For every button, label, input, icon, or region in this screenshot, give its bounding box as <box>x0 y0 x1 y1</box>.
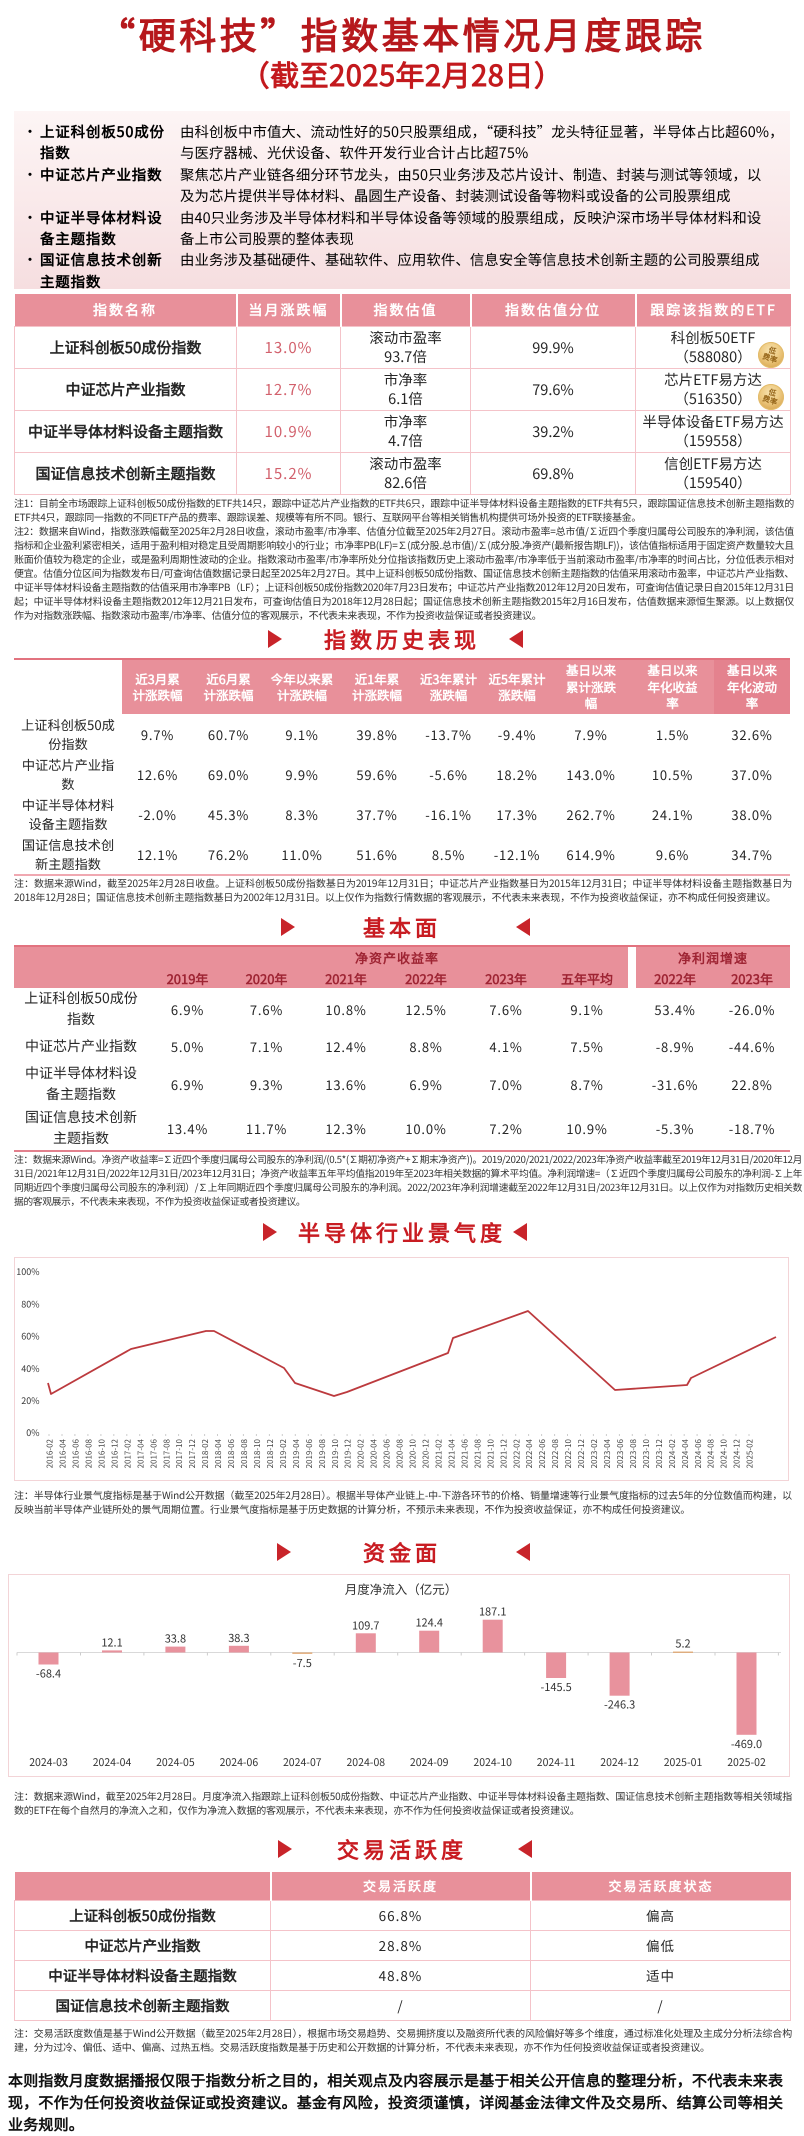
svg-text:187.1: 187.1 <box>479 1604 506 1620</box>
svg-text:109.7: 109.7 <box>352 1617 379 1633</box>
svg-text:2022-04: 2022-04 <box>524 1438 535 1468</box>
svg-text:5.2: 5.2 <box>675 1636 690 1652</box>
svg-text:2017-10: 2017-10 <box>174 1438 185 1468</box>
svg-text:60%: 60% <box>21 1330 39 1343</box>
svg-text:40%: 40% <box>21 1362 39 1375</box>
svg-text:2023-06: 2023-06 <box>615 1438 626 1468</box>
svg-text:2025-02: 2025-02 <box>745 1438 756 1468</box>
svg-text:2024-10: 2024-10 <box>719 1438 730 1468</box>
svg-text:2016-04: 2016-04 <box>58 1438 69 1468</box>
svg-text:2017-02: 2017-02 <box>122 1438 133 1468</box>
svg-text:12.1: 12.1 <box>101 1634 122 1650</box>
svg-text:2018-08: 2018-08 <box>239 1438 250 1468</box>
svg-text:2016-06: 2016-06 <box>71 1438 82 1468</box>
svg-text:2024-12: 2024-12 <box>600 1755 639 1770</box>
svg-text:2023-10: 2023-10 <box>641 1438 652 1468</box>
svg-text:2024-02: 2024-02 <box>667 1438 678 1468</box>
svg-text:2020-10: 2020-10 <box>408 1438 419 1468</box>
svg-text:2020-02: 2020-02 <box>356 1438 367 1468</box>
svg-text:2016-12: 2016-12 <box>109 1438 120 1468</box>
svg-text:33.8: 33.8 <box>165 1631 186 1647</box>
svg-text:2016-08: 2016-08 <box>84 1438 95 1468</box>
svg-text:2025-01: 2025-01 <box>664 1755 703 1770</box>
svg-text:2022-10: 2022-10 <box>563 1438 574 1468</box>
svg-text:-145.5: -145.5 <box>540 1679 571 1695</box>
svg-text:80%: 80% <box>21 1297 39 1310</box>
svg-text:2023-08: 2023-08 <box>628 1438 639 1468</box>
svg-text:2019-12: 2019-12 <box>343 1438 354 1468</box>
svg-text:2021-12: 2021-12 <box>498 1438 509 1468</box>
svg-text:2017-12: 2017-12 <box>187 1438 198 1468</box>
svg-text:2020-06: 2020-06 <box>382 1438 393 1468</box>
svg-text:2022-06: 2022-06 <box>537 1438 548 1468</box>
svg-text:2024-06: 2024-06 <box>220 1755 259 1770</box>
svg-text:2022-08: 2022-08 <box>550 1438 561 1468</box>
svg-text:2021-02: 2021-02 <box>434 1438 445 1468</box>
svg-text:2023-12: 2023-12 <box>654 1438 665 1468</box>
svg-text:2020-08: 2020-08 <box>395 1438 406 1468</box>
svg-text:2018-04: 2018-04 <box>213 1438 224 1468</box>
svg-text:2022-12: 2022-12 <box>576 1438 587 1468</box>
svg-text:124.4: 124.4 <box>415 1615 442 1631</box>
svg-text:2022-02: 2022-02 <box>511 1438 522 1468</box>
svg-text:2016-10: 2016-10 <box>97 1438 108 1468</box>
svg-text:2016-02: 2016-02 <box>45 1438 56 1468</box>
svg-text:2024-04: 2024-04 <box>93 1755 132 1770</box>
svg-text:2023-04: 2023-04 <box>602 1438 613 1468</box>
svg-text:2019-04: 2019-04 <box>291 1438 302 1468</box>
svg-text:2018-02: 2018-02 <box>200 1438 211 1468</box>
svg-text:2019-02: 2019-02 <box>278 1438 289 1468</box>
svg-text:2024-08: 2024-08 <box>706 1438 717 1468</box>
svg-text:2024-06: 2024-06 <box>693 1438 704 1468</box>
svg-text:100%: 100% <box>16 1265 39 1278</box>
svg-text:2025-02: 2025-02 <box>727 1755 766 1770</box>
svg-text:0%: 0% <box>26 1426 39 1439</box>
svg-text:2024-10: 2024-10 <box>473 1755 512 1770</box>
svg-text:-246.3: -246.3 <box>604 1697 635 1713</box>
svg-text:2019-06: 2019-06 <box>304 1438 315 1468</box>
svg-text:月度净流入（亿元）: 月度净流入（亿元） <box>345 1579 458 1598</box>
svg-text:2017-06: 2017-06 <box>148 1438 159 1468</box>
svg-text:20%: 20% <box>21 1394 39 1407</box>
svg-text:2024-08: 2024-08 <box>346 1755 385 1770</box>
svg-text:2023-02: 2023-02 <box>589 1438 600 1468</box>
svg-text:2017-04: 2017-04 <box>135 1438 146 1468</box>
svg-text:2020-12: 2020-12 <box>421 1438 432 1468</box>
svg-text:2024-09: 2024-09 <box>410 1755 449 1770</box>
svg-text:2017-08: 2017-08 <box>161 1438 172 1468</box>
svg-text:-469.0: -469.0 <box>731 1736 762 1752</box>
svg-text:-7.5: -7.5 <box>293 1655 312 1671</box>
svg-text:2021-10: 2021-10 <box>485 1438 496 1468</box>
svg-text:2018-10: 2018-10 <box>252 1438 263 1468</box>
svg-text:2019-10: 2019-10 <box>330 1438 341 1468</box>
svg-text:2024-04: 2024-04 <box>680 1438 691 1468</box>
svg-text:2024-03: 2024-03 <box>29 1755 68 1770</box>
svg-text:2024-07: 2024-07 <box>283 1755 322 1770</box>
svg-text:-68.4: -68.4 <box>36 1666 61 1682</box>
svg-text:38.3: 38.3 <box>228 1630 249 1646</box>
svg-text:2021-04: 2021-04 <box>447 1438 458 1468</box>
svg-text:2024-11: 2024-11 <box>537 1755 576 1770</box>
svg-text:2019-08: 2019-08 <box>317 1438 328 1468</box>
svg-text:2021-08: 2021-08 <box>472 1438 483 1468</box>
svg-text:2021-06: 2021-06 <box>459 1438 470 1468</box>
svg-text:2018-12: 2018-12 <box>265 1438 276 1468</box>
svg-text:2024-12: 2024-12 <box>732 1438 743 1468</box>
svg-text:2024-05: 2024-05 <box>156 1755 195 1770</box>
svg-text:2020-04: 2020-04 <box>369 1438 380 1468</box>
svg-text:2018-06: 2018-06 <box>226 1438 237 1468</box>
